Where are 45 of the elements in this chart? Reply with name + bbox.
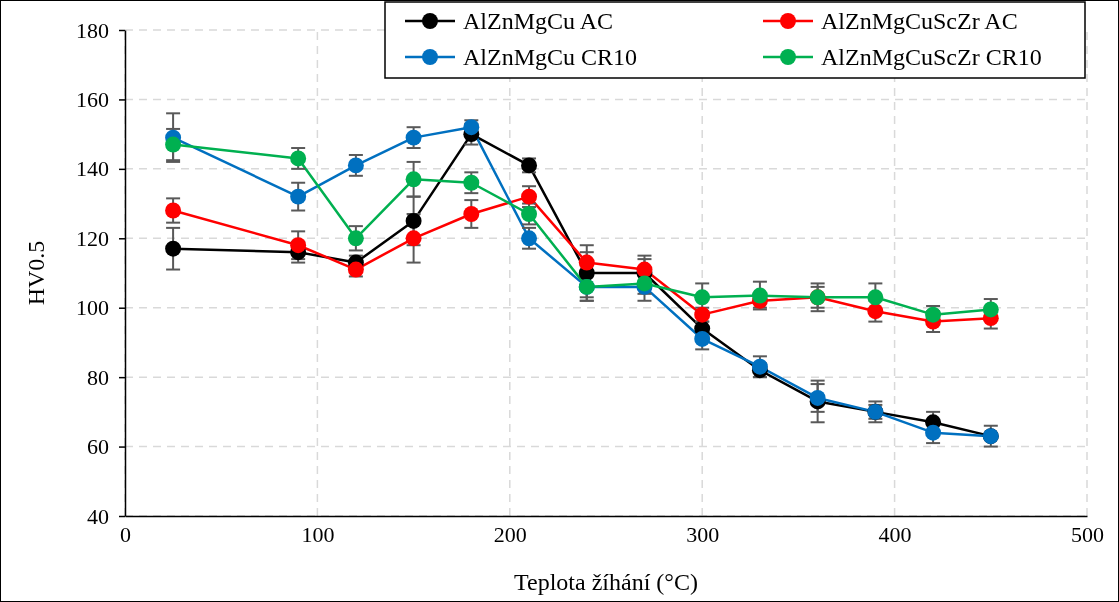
point [463,119,480,136]
x-tick-label: 100 [301,521,335,547]
x-tick-label: 500 [1071,521,1104,547]
y-tick-label: 140 [76,156,109,182]
legend-label: AlZnMgCu CR10 [463,44,638,70]
point [405,212,422,229]
point [165,136,182,153]
point [925,306,942,323]
x-tick-label: 200 [493,521,527,547]
point [405,129,422,146]
legend-label: AlZnMgCuScZr AC [821,8,1018,34]
point [867,289,884,306]
point [521,230,538,247]
y-tick-label: 180 [76,17,109,43]
y-axis-title: HV0.5 [23,240,49,306]
point [751,287,768,304]
point [925,424,942,441]
point [405,171,422,188]
x-tick-label: 0 [120,521,131,547]
point [521,188,538,205]
point [809,390,826,406]
point [290,188,307,205]
x-tick-label: 400 [878,521,912,547]
point [463,174,480,191]
point [867,303,884,320]
point [347,157,364,174]
point [521,206,538,222]
point [165,240,182,257]
point [165,202,182,219]
point [463,206,480,222]
y-tick-label: 100 [76,295,109,321]
legend-label: AlZnMgCuScZr CR10 [821,44,1042,70]
y-tick-label: 80 [87,364,109,390]
y-tick-label: 120 [76,225,109,251]
point [290,237,307,254]
legend-label: AlZnMgCu AC [463,8,614,34]
point [694,330,711,347]
x-tick-label: 300 [686,521,720,547]
point [347,230,364,247]
point [405,230,422,247]
y-tick-label: 60 [87,434,109,460]
y-tick-label: 160 [76,86,109,112]
x-axis-title: Teplota žíhání (°C) [514,569,698,595]
point [347,261,364,278]
y-tick-label: 40 [87,503,109,529]
